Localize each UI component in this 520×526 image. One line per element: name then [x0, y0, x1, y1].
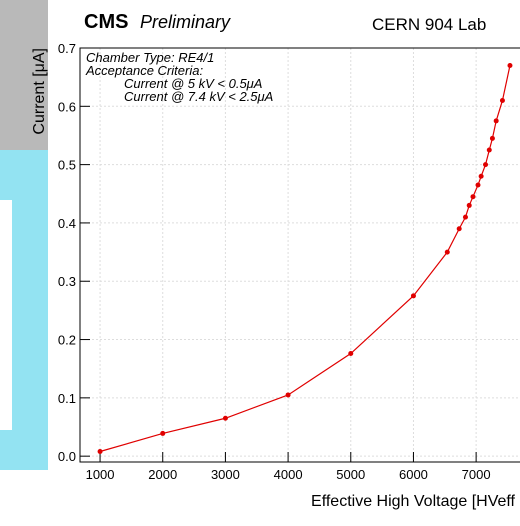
data-point [222, 415, 228, 421]
data-point [483, 162, 489, 168]
data-point [489, 135, 495, 141]
y-axis-label: Current [μA] [31, 48, 48, 135]
data-point [285, 392, 291, 398]
lab-label: CERN 904 Lab [372, 15, 486, 34]
y-tick-label: 0.3 [58, 274, 76, 289]
x-tick-label: 4000 [274, 467, 303, 482]
y-tick-label: 0.6 [58, 99, 76, 114]
y-tick-label: 0.4 [58, 216, 76, 231]
data-point [444, 249, 450, 255]
annotation: Chamber Type: RE4/1 [86, 50, 214, 65]
x-axis-label: Effective High Voltage [HVeff [311, 493, 516, 510]
y-tick-label: 0.1 [58, 391, 76, 406]
data-point [466, 202, 472, 208]
x-tick-label: 3000 [211, 467, 240, 482]
annotation: Current @ 7.4 kV < 2.5μA [124, 89, 273, 104]
x-tick-label: 5000 [336, 467, 365, 482]
data-point [462, 214, 468, 220]
data-point [348, 351, 354, 357]
y-tick-label: 0.0 [58, 449, 76, 464]
preliminary-label: Preliminary [140, 12, 231, 32]
data-point [456, 226, 462, 232]
data-point [410, 293, 416, 299]
x-tick-label: 1000 [86, 467, 115, 482]
plot-frame [79, 47, 520, 463]
data-point [493, 118, 499, 124]
data-point [475, 182, 481, 188]
x-tick-label: 2000 [148, 467, 177, 482]
annotation: Current @ 5 kV < 0.5μA [124, 76, 262, 91]
x-tick-label: 6000 [399, 467, 428, 482]
data-point [97, 449, 103, 455]
background-photo [0, 0, 48, 150]
y-tick-label: 0.5 [58, 158, 76, 173]
cms-label: CMS [84, 11, 128, 33]
x-tick-label: 7000 [462, 467, 491, 482]
data-point [499, 97, 505, 103]
annotation: Acceptance Criteria: [85, 63, 203, 78]
data-point [507, 62, 513, 68]
data-point [470, 194, 476, 200]
data-point [160, 430, 166, 436]
data-point [486, 147, 492, 153]
data-point [478, 173, 484, 179]
background-panel [0, 200, 12, 430]
y-tick-label: 0.2 [58, 333, 76, 348]
y-tick-label: 0.7 [58, 41, 76, 56]
plot-panel [48, 0, 520, 526]
